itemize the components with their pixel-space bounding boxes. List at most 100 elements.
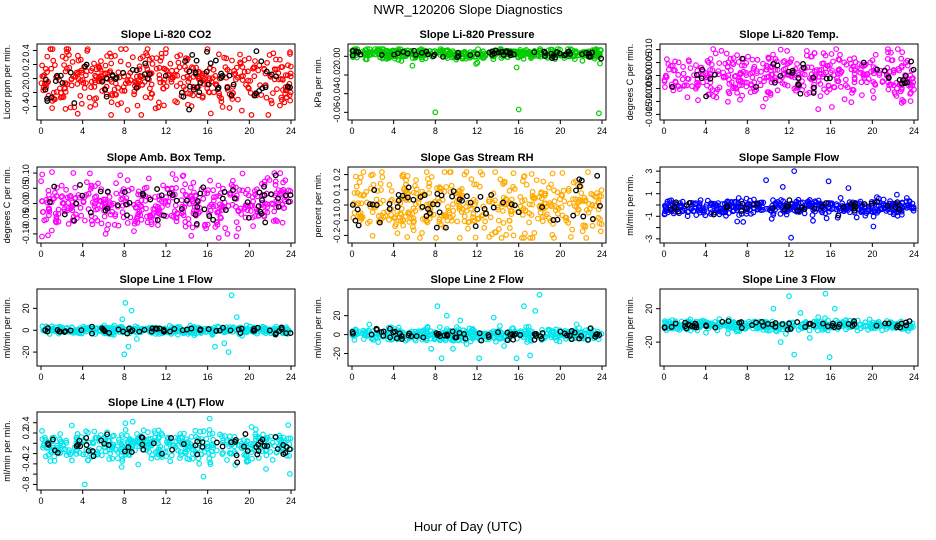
x-tick-label: 8 [122,496,127,506]
data-point [872,51,879,58]
x-tick-label: 12 [161,496,171,506]
data-point [693,212,700,219]
reference-point [820,320,826,327]
data-point [237,60,244,67]
reference-point [486,49,493,56]
data-point [152,203,159,210]
reference-point [62,328,69,335]
data-point [154,207,161,214]
reference-point [873,322,880,329]
data-point [45,232,51,239]
data-point [113,190,120,197]
data-point [251,64,258,70]
data-point [196,208,203,215]
reference-point [661,324,668,331]
reference-point [794,319,801,326]
data-point [458,185,465,192]
data-point [691,72,697,79]
outlier-point [125,343,132,350]
data-point [91,96,98,102]
reference-point [380,328,387,335]
reference-point [71,217,77,224]
reference-point [707,75,714,82]
x-tick-label: 20 [867,249,877,259]
data-point [136,63,143,70]
data-point [768,215,775,222]
data-point [758,207,764,214]
reference-point [456,196,463,203]
x-tick-label: 24 [597,249,607,259]
x-tick-label: 20 [244,496,254,506]
reference-point [44,98,51,104]
data-point [446,52,453,58]
data-point [185,220,192,227]
data-point [799,71,806,77]
data-point [212,72,219,79]
data-point [277,56,283,63]
x-tick-label: 0 [38,372,43,382]
data-point [160,102,167,109]
reference-point [510,51,517,58]
data-point [123,451,129,458]
data-point [589,201,596,208]
data-point [400,171,407,178]
outlier-point [212,343,218,350]
data-point [264,209,271,216]
data-point [215,234,222,241]
data-point [811,81,817,88]
data-point [50,89,57,96]
reference-point [71,100,78,107]
reference-point [201,206,208,213]
reference-point [387,334,394,341]
data-point [160,79,167,86]
reference-point [79,192,86,199]
data-point [55,218,62,225]
data-point [237,51,243,58]
reference-point [178,205,185,212]
data-point [820,71,827,78]
y-tick-label: 0.2 [21,427,31,440]
data-point [248,111,255,118]
outlier-point [760,103,766,110]
data-point [112,211,119,218]
reference-point [725,318,732,325]
data-point [57,431,64,437]
data-point [60,94,67,101]
data-point [190,83,197,90]
data-point [849,86,856,93]
data-point [287,49,293,56]
reference-point [472,223,479,230]
data-point [188,433,195,440]
data-point [870,88,876,94]
data-point [123,195,130,202]
data-point [132,79,139,86]
data-point [410,205,417,212]
data-point [135,76,142,83]
x-tick-label: 24 [286,126,296,136]
reference-point [785,203,792,210]
y-tick-label: -0.4 [21,456,31,472]
reference-point [144,75,151,82]
y-tick-label: -0.8 [21,477,31,493]
data-point [62,80,68,86]
outlier-point [536,291,543,298]
data-point [122,420,129,427]
data-point [413,177,420,184]
data-point [136,66,143,73]
data-point [49,169,55,176]
data-point [503,231,510,238]
reference-point [693,71,700,78]
reference-point [499,48,506,55]
data-point [157,79,164,86]
reference-point [200,184,207,191]
reference-point [504,337,511,344]
data-point [239,170,246,177]
data-point [731,84,737,90]
reference-point [139,190,146,197]
x-tick-label: 16 [826,372,836,382]
data-point [461,213,468,220]
data-point [769,71,776,78]
data-point [808,64,815,71]
data-point [272,181,279,188]
